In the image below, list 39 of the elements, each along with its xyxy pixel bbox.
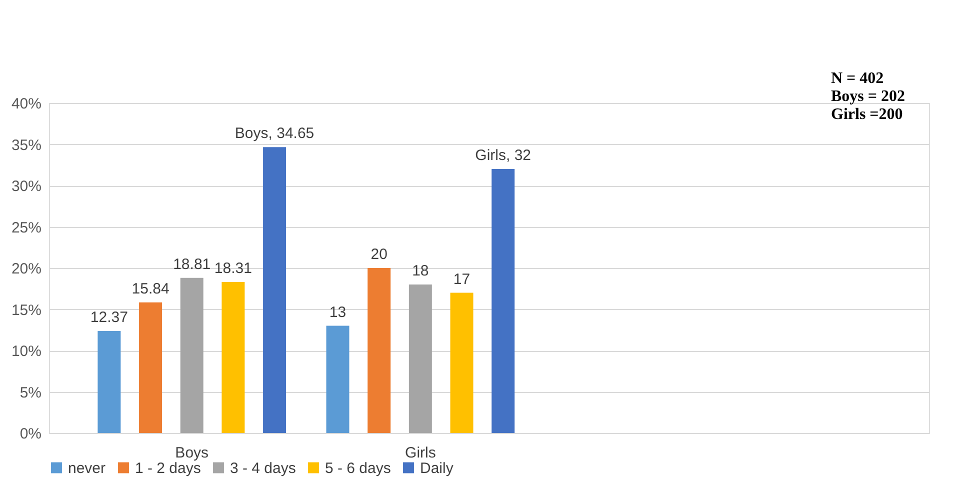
data-label: 15.84 (132, 280, 170, 298)
legend-label: 5 - 6 days (325, 460, 391, 477)
bar (98, 330, 121, 433)
data-label: 13 (329, 304, 346, 321)
bar (492, 169, 515, 433)
data-label: 12.37 (90, 308, 128, 326)
legend-label: never (68, 460, 106, 477)
data-label: Girls, 32 (475, 147, 532, 164)
bar (368, 268, 391, 433)
legend-label: 1 - 2 days (135, 460, 201, 477)
y-tick-label: 5% (20, 384, 42, 402)
text: Boys = 202 (831, 88, 906, 105)
bar (408, 284, 432, 433)
data-label: 18 (412, 262, 429, 280)
bar (263, 147, 286, 433)
data-label: 17 (453, 270, 470, 288)
data-label: Boys, 34.65 (234, 125, 314, 142)
y-tick-label: 35% (11, 136, 42, 154)
y-tick-label: 30% (11, 178, 42, 195)
legend-label: Daily (420, 460, 454, 477)
y-tick-label: 20% (11, 260, 42, 278)
y-tick-label: 15% (11, 302, 42, 319)
text: N = 402 (831, 70, 884, 87)
bar (139, 302, 162, 433)
data-label: 20 (370, 246, 388, 263)
legend-label: 3 - 4 days (230, 460, 296, 477)
y-tick-label: 10% (11, 343, 42, 360)
data-label: 18.81 (173, 256, 211, 273)
bar (222, 282, 245, 433)
x-tick-label: Girls (405, 444, 436, 462)
bar (450, 292, 474, 433)
bar (326, 326, 350, 433)
text: Girls =200 (831, 106, 903, 123)
bar (180, 278, 204, 433)
y-tick-label: 25% (11, 219, 42, 236)
x-tick-label: Boys (175, 444, 209, 462)
y-tick-label: 40% (11, 96, 42, 112)
y-tick-label: 0% (20, 426, 42, 442)
data-label: 18.31 (214, 260, 252, 277)
